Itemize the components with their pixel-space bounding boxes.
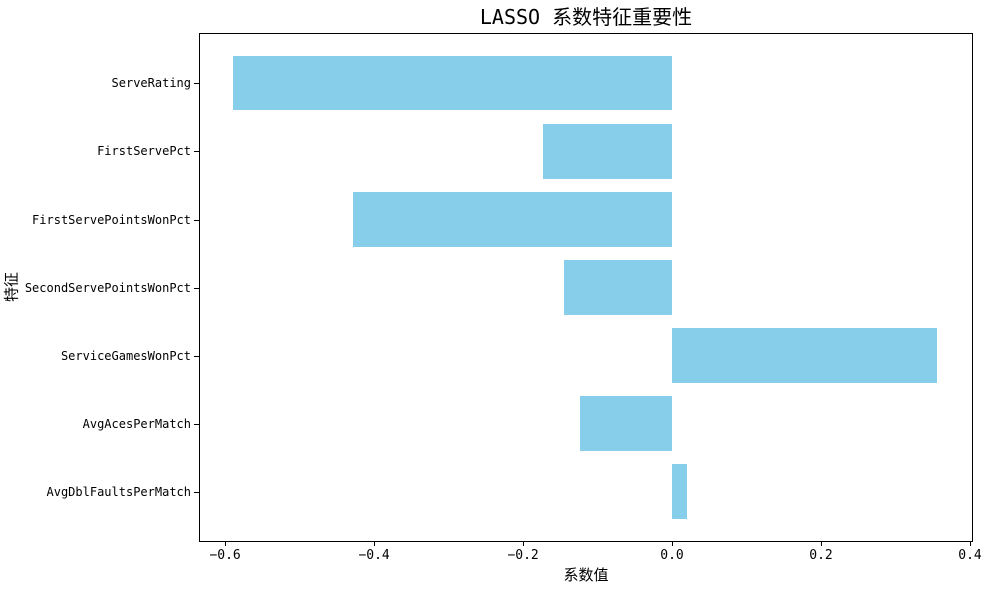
y-axis-label: 特征 [2,271,21,303]
y-tick-label-AvgAcesPerMatch: AvgAcesPerMatch [82,416,191,431]
x-tick-mark [374,542,376,546]
y-tick-mark [194,219,199,221]
x-tick-label: −0.2 [507,548,539,563]
y-tick-label-SecondServePointsWonPct: SecondServePointsWonPct [24,280,191,295]
x-tick-label: 0.4 [958,548,982,563]
bar-SecondServePointsWonPct [564,260,672,315]
y-tick-label-ServeRating: ServeRating [111,76,191,91]
y-tick-mark [194,151,199,153]
x-tick-label: 0.0 [660,548,684,563]
y-tick-mark [194,423,199,425]
y-tick-label-FirstServePct: FirstServePct [97,144,191,159]
y-tick-label-AvgDblFaultsPerMatch: AvgDblFaultsPerMatch [46,484,192,499]
y-tick-mark [194,355,199,357]
x-axis-label: 系数值 [563,566,609,584]
bar-FirstServePct [543,124,673,179]
x-tick-mark [821,542,822,546]
x-tick-mark [523,542,525,546]
x-tick-label: −0.6 [209,548,241,563]
y-tick-label-FirstServePointsWonPct: FirstServePointsWonPct [32,212,191,227]
x-tick-mark [672,542,673,546]
y-tick-mark [194,83,199,85]
y-tick-mark [194,287,199,289]
x-tick-mark [970,542,971,546]
x-tick-label: 0.2 [809,548,833,563]
chart-title: LASSO 系数特征重要性 [479,5,693,29]
bar-AvgDblFaultsPerMatch [672,464,687,519]
y-tick-mark [194,491,199,493]
x-tick-label: −0.4 [358,548,390,563]
bar-ServeRating [232,56,672,111]
y-tick-label-ServiceGamesWonPct: ServiceGamesWonPct [60,348,191,363]
bar-FirstServePointsWonPct [353,192,672,247]
bar-AvgAcesPerMatch [579,396,673,451]
bar-ServiceGamesWonPct [672,328,938,383]
x-tick-mark [225,542,227,546]
